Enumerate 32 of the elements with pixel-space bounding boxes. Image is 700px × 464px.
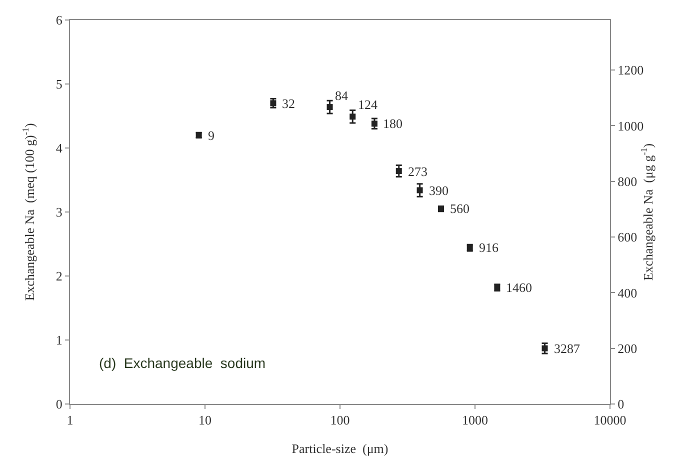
annotation: 560 xyxy=(450,201,470,216)
y2-tick-label: 800 xyxy=(618,174,638,189)
y2-tick-label: 600 xyxy=(618,230,638,245)
annotation: 84 xyxy=(335,88,348,103)
y2-tick-label: 0 xyxy=(618,396,624,412)
x-tick-label: 10 xyxy=(198,412,212,428)
annotation: 1460 xyxy=(506,280,532,295)
annotation: 180 xyxy=(383,116,402,131)
y2-tick-label: 1000 xyxy=(618,118,644,134)
y2-tick-label: 1200 xyxy=(618,62,644,78)
annotation: 390 xyxy=(429,183,448,198)
annotation: 273 xyxy=(408,164,428,179)
annotation: 3287 xyxy=(554,341,580,356)
annotation: 124 xyxy=(358,97,378,112)
y-tick-label: 5 xyxy=(56,76,62,92)
x-tick-label: 10000 xyxy=(594,412,626,428)
y2-tick-label: 200 xyxy=(618,340,638,356)
x-tick-label: 1 xyxy=(66,412,74,428)
y2-tick-label: 400 xyxy=(618,285,638,300)
x-tick-label: 100 xyxy=(330,412,350,428)
y-tick-label: 6 xyxy=(56,12,63,28)
annotation: 9 xyxy=(208,128,214,143)
x-tick-label: 1000 xyxy=(462,412,488,428)
y-tick-label: 3 xyxy=(56,204,62,220)
y-tick-label: 0 xyxy=(56,396,62,412)
annotation: 916 xyxy=(479,240,499,255)
x-axis-title: Particle-size (μm) xyxy=(292,441,388,456)
y-tick-label: 4 xyxy=(56,140,63,156)
annotation: (d) Exchangeable sodium xyxy=(99,355,266,371)
y-tick-label: 1 xyxy=(56,332,62,348)
annotation: 32 xyxy=(282,96,295,111)
y-tick-label: 2 xyxy=(56,268,62,284)
